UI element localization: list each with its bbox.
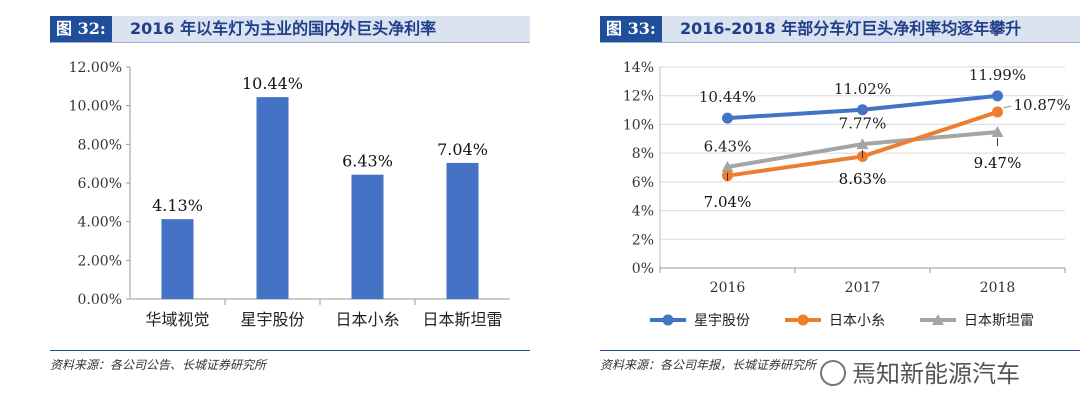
right-source-divider [600, 350, 1080, 351]
left-figure-panel: 图 32: 2016 年以车灯为主业的国内外巨头净利率 0.00% 2.00% 4.… [0, 0, 530, 417]
bar-chart: 0.00% 2.00% 4.00% 6.00% 8.00% 10.00% 12.00% 4.1… [69, 60, 510, 329]
bar-data-label: 10.44% [242, 74, 303, 93]
x-category-label: 星宇股份 [240, 310, 304, 329]
series-point [721, 160, 734, 172]
y-tick-label: 4% [632, 204, 654, 220]
data-label: 10.87% [1014, 96, 1071, 114]
left-figure-number: 图 32: [50, 16, 112, 42]
series-point [856, 138, 869, 150]
right-figure-title: 2016-2018 年部分车灯巨头净利率均逐年攀升 [680, 19, 1022, 38]
y-tick-label: 0% [632, 261, 654, 277]
right-title-bar: 图 33: 2016-2018 年部分车灯巨头净利率均逐年攀升 [600, 16, 1080, 43]
data-label: 9.47% [974, 154, 1022, 172]
data-label: 7.04% [704, 193, 752, 211]
leader-line [1003, 105, 1012, 109]
y-tick-label: 12% [623, 89, 654, 105]
legend-swatch-marker [932, 314, 944, 325]
bar-3 [351, 174, 384, 299]
y-tick-label: 6.00% [78, 176, 122, 192]
x-tick-label: 2017 [845, 280, 881, 296]
series-point [992, 90, 1003, 102]
bar-1 [161, 219, 194, 299]
data-label: 11.99% [969, 66, 1026, 84]
series-point [857, 104, 868, 116]
left-source-divider [50, 350, 530, 351]
right-source-note: 资料来源：各公司年报，长城证券研究所 [600, 358, 817, 372]
legend-swatch-marker [797, 314, 809, 326]
left-source-note: 资料来源：各公司公告、长城证券研究所 [50, 358, 267, 372]
bar-data-label: 4.13% [152, 196, 203, 215]
bar-2 [256, 97, 289, 299]
data-label: 8.63% [839, 170, 887, 188]
y-tick-label: 4.00% [78, 215, 122, 231]
data-label: 10.44% [699, 88, 756, 106]
data-label: 7.77% [839, 114, 887, 132]
right-figure-panel: 图 33: 2016-2018 年部分车灯巨头净利率均逐年攀升 0% 2% 4% 6%… [550, 0, 1080, 417]
data-label: 6.43% [704, 138, 752, 156]
series-point [722, 112, 733, 124]
series-point [992, 106, 1003, 118]
legend-swatch-marker [662, 314, 674, 326]
x-category-label: 日本小糸 [335, 310, 399, 329]
y-tick-label: 10.00% [69, 99, 122, 115]
legend-label: 星宇股份 [694, 313, 750, 329]
watermark-text: 焉知新能源汽车 [852, 360, 1020, 388]
x-category-label: 华域视觉 [145, 310, 209, 329]
y-tick-label: 8% [632, 146, 654, 162]
y-tick-label: 0.00% [78, 292, 122, 308]
x-tick-label: 2018 [980, 280, 1016, 296]
line-chart: 0% 2% 4% 6% 8% 10% 12% 14% 2016 2017 2018 10.44% 11.… [623, 60, 1071, 329]
y-tick-label: 12.00% [69, 60, 122, 76]
y-tick-label: 2.00% [78, 253, 122, 269]
right-figure-number: 图 33: [600, 16, 662, 42]
bar-data-label: 6.43% [342, 152, 393, 171]
series-point [991, 126, 1004, 138]
wechat-logo-icon [820, 360, 846, 386]
x-category-label: 日本斯坦雷 [422, 310, 502, 329]
y-tick-label: 14% [623, 60, 654, 76]
x-tick-label: 2016 [710, 280, 746, 296]
bar-data-label: 7.04% [437, 140, 488, 159]
watermark: 焉知新能源汽车 [820, 354, 1020, 389]
y-tick-label: 10% [623, 117, 654, 133]
y-tick-label: 2% [632, 232, 654, 248]
legend-label: 日本斯坦雷 [964, 313, 1034, 329]
y-tick-label: 6% [632, 175, 654, 191]
bar-4 [446, 162, 479, 299]
data-label: 11.02% [834, 80, 891, 98]
left-figure-title: 2016 年以车灯为主业的国内外巨头净利率 [130, 19, 437, 38]
left-title-bar: 图 32: 2016 年以车灯为主业的国内外巨头净利率 [50, 16, 530, 43]
y-tick-label: 8.00% [78, 137, 122, 153]
legend-label: 日本小糸 [829, 313, 885, 329]
